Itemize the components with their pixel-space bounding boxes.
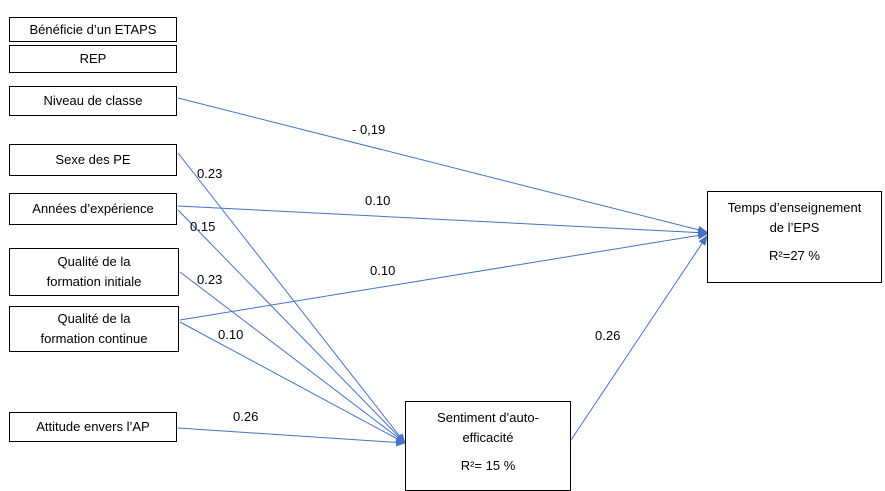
arrow-qfc-to-temps [179, 231, 708, 321]
node-temps-r2: R²=27 % [769, 248, 820, 263]
arrow-niveau-to-temps [177, 97, 708, 234]
node-niveau-label: Niveau de classe [43, 93, 143, 108]
node-qfc-label-line2: formation continue [40, 331, 148, 346]
node-temps-label-line2: de l’EPS [769, 220, 820, 235]
arrow-sexe-to-sentiment [177, 152, 406, 444]
coef-annees-temps: 0.10 [365, 193, 391, 208]
coef-annees-sentiment: 0.15 [190, 219, 216, 234]
coef-attitude-sentiment: 0.26 [233, 409, 259, 424]
node-temps-enseignement-eps: Temps d’enseignement de l’EPS R²=27 % [707, 191, 882, 283]
arrow-qfc-to-sentiment [179, 321, 406, 444]
node-etaps: Bénéficie d’un ETAPS [9, 17, 177, 42]
node-qfi-label-line1: Qualité de la [57, 254, 131, 269]
coef-sentiment-temps: 0.26 [595, 328, 621, 343]
node-qualite-formation-continue: Qualité de la formation continue [9, 306, 179, 352]
coef-qfc-sentiment: 0.10 [218, 327, 244, 342]
node-sexe-des-pe: Sexe des PE [9, 144, 177, 176]
node-attitude-envers-ap: Attitude envers l’AP [9, 412, 177, 442]
node-rep-label: REP [79, 51, 107, 66]
node-annees-label: Années d’expérience [32, 201, 154, 216]
node-qfi-label-line2: formation initiale [46, 274, 142, 289]
arrow-annees-to-temps [177, 205, 708, 237]
arrow-sentiment-to-temps [570, 235, 708, 441]
node-rep: REP [9, 45, 177, 73]
coef-sexe-sentiment: 0.23 [197, 166, 223, 181]
node-sentiment-auto-efficacite: Sentiment d’auto- efficacité R²= 15 % [405, 401, 571, 491]
coef-qfi-sentiment: 0.23 [197, 272, 223, 287]
node-sentiment-r2: R²= 15 % [460, 458, 516, 473]
node-sentiment-label-line2: efficacité [462, 430, 514, 445]
arrow-attitude-to-sentiment [177, 427, 406, 447]
node-sexe-label: Sexe des PE [55, 152, 131, 167]
node-niveau-de-classe: Niveau de classe [9, 86, 177, 116]
node-temps-label-line1: Temps d’enseignement [727, 200, 862, 215]
node-qualite-formation-initiale: Qualité de la formation initiale [9, 248, 179, 296]
coef-qfc-temps: 0.10 [370, 263, 396, 278]
node-qfc-label-line1: Qualité de la [57, 311, 131, 326]
arrow-annees-to-sentiment [177, 209, 406, 444]
node-annees-experience: Années d’expérience [9, 193, 177, 225]
node-sentiment-label-line1: Sentiment d’auto- [437, 410, 539, 425]
arrow-qfi-to-sentiment [179, 271, 406, 444]
coef-niveau-temps: - 0,19 [352, 122, 386, 137]
node-etaps-label: Bénéficie d’un ETAPS [29, 21, 157, 37]
node-attitude-label: Attitude envers l’AP [36, 419, 150, 434]
